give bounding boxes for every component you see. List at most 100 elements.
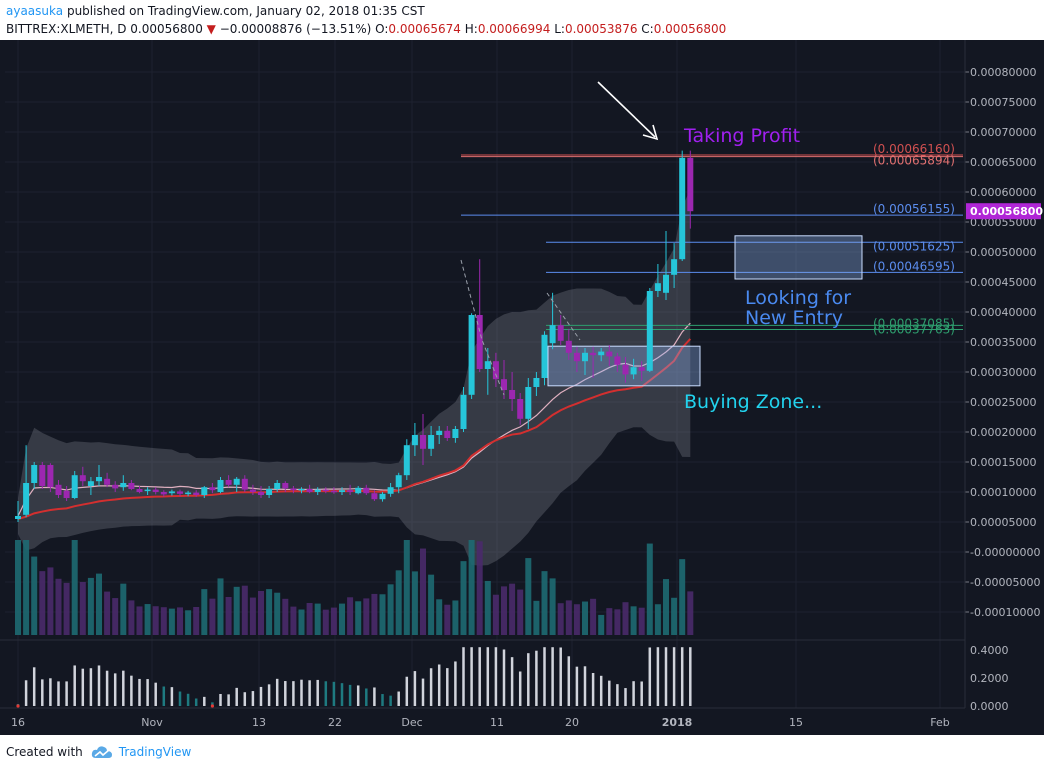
candle-body (476, 315, 483, 369)
tradingview-link[interactable]: TradingView (118, 745, 192, 759)
dashed-trend-line (546, 292, 581, 341)
candle-body (104, 478, 111, 485)
candle-body (128, 483, 135, 489)
y-tick-label: 0.00025000 (970, 396, 1036, 409)
volume-bar (339, 603, 345, 635)
candle-body (598, 351, 605, 356)
y-tick-label: 0.00065000 (970, 156, 1036, 169)
osc-tick-label: 0.0000 (970, 700, 1009, 713)
volume-bar (525, 558, 532, 635)
volume-bar (436, 599, 443, 635)
volume-bar (193, 607, 200, 635)
symbol-label: BITTREX:XLMETH, D (6, 22, 127, 36)
volume-bar (249, 597, 256, 635)
volume-bar (282, 598, 289, 635)
candle-body (31, 465, 38, 483)
x-tick-label: Feb (930, 716, 949, 729)
oscillator-pane (16, 647, 692, 708)
volume-bar (185, 610, 192, 635)
volume-bar (160, 607, 167, 635)
volume-bar (31, 556, 38, 635)
volume-bar (622, 602, 629, 635)
volume-bar (452, 600, 459, 635)
candle-body (573, 352, 580, 362)
volume-bar (460, 561, 467, 635)
candle-body (371, 493, 378, 500)
candle-body (298, 489, 305, 491)
volume-bar (428, 574, 435, 635)
volume-bar (582, 601, 588, 635)
volume-bar (630, 606, 637, 635)
volume-bar (654, 604, 661, 635)
candle-body (622, 364, 629, 375)
volume-bar (468, 540, 475, 635)
candle-body (290, 488, 297, 491)
candle-body (379, 493, 386, 500)
high-value: 0.00066994 (477, 22, 551, 36)
volume-bar (444, 604, 451, 635)
candle-body (355, 487, 362, 494)
x-tick-label: 15 (789, 716, 803, 729)
candle-body (484, 361, 491, 369)
y-tick-label: -0.00005000 (970, 576, 1040, 589)
candle-body (241, 478, 248, 490)
fib-label: (0.00037085) (873, 316, 955, 330)
x-tick-label: 11 (490, 716, 504, 729)
candle-body (71, 475, 78, 498)
price-chart[interactable]: (0.00066160)(0.00065894) (0.00056155) (0.0… (0, 40, 1044, 735)
y-tick-label: 0.00015000 (970, 456, 1036, 469)
volume-bar (606, 608, 613, 635)
volume-bar (306, 603, 313, 635)
y-tick-label: 0.00050000 (970, 246, 1036, 259)
candle-body (63, 490, 70, 498)
candle-body (193, 492, 200, 495)
author-link[interactable]: ayaasuka (6, 4, 64, 18)
volume-bar (87, 577, 94, 635)
y-tick-label: 0.00030000 (970, 366, 1036, 379)
candle-body (590, 352, 597, 356)
volume-pane (15, 540, 694, 635)
candle-body (654, 283, 661, 291)
volume-bar (492, 594, 499, 635)
ohlc-line: BITTREX:XLMETH, D 0.00056800 ▼ −0.000088… (6, 22, 726, 36)
volume-bar (687, 591, 694, 635)
annotation-text: New Entry (745, 307, 843, 329)
volume-bar (112, 598, 119, 635)
volume-bar (598, 614, 605, 635)
volume-bar (55, 578, 62, 635)
tradingview-cloud-icon (91, 746, 112, 758)
volume-bar (241, 585, 248, 635)
candle-body (420, 435, 426, 449)
candle-body (606, 351, 613, 357)
volume-bar (71, 540, 78, 635)
fib-label: (0.00046595) (873, 259, 955, 273)
volume-bar (15, 540, 21, 635)
candle-body (306, 489, 313, 492)
candle-body (557, 325, 564, 341)
osc-tick-label: 0.4000 (970, 644, 1009, 657)
y-tick-label: 0.00045000 (970, 276, 1036, 289)
y-tick-label: -0.00000000 (970, 546, 1040, 559)
candle-body (209, 487, 216, 491)
fib-label: (0.00051625) (873, 239, 955, 253)
y-tick-label: 0.00040000 (970, 306, 1036, 319)
volume-bar (573, 604, 580, 635)
candle-body (168, 491, 175, 494)
volume-bar (614, 609, 621, 635)
volume-bar (177, 607, 183, 635)
volume-bar (403, 540, 410, 635)
volume-bar (330, 607, 337, 635)
open-label: O: (375, 22, 389, 36)
volume-bar (379, 594, 386, 635)
volume-bar (120, 583, 127, 635)
volume-bar (420, 548, 426, 635)
x-tick-label: 2018 (662, 716, 693, 729)
candle-body (630, 367, 637, 375)
volume-bar (476, 541, 483, 635)
candle-body (136, 489, 143, 492)
candle-body (120, 483, 127, 488)
y-tick-label: -0.00010000 (970, 606, 1040, 619)
candle-body (663, 274, 669, 293)
y-tick-label: 0.00080000 (970, 66, 1036, 79)
y-tick-label: 0.00035000 (970, 336, 1036, 349)
